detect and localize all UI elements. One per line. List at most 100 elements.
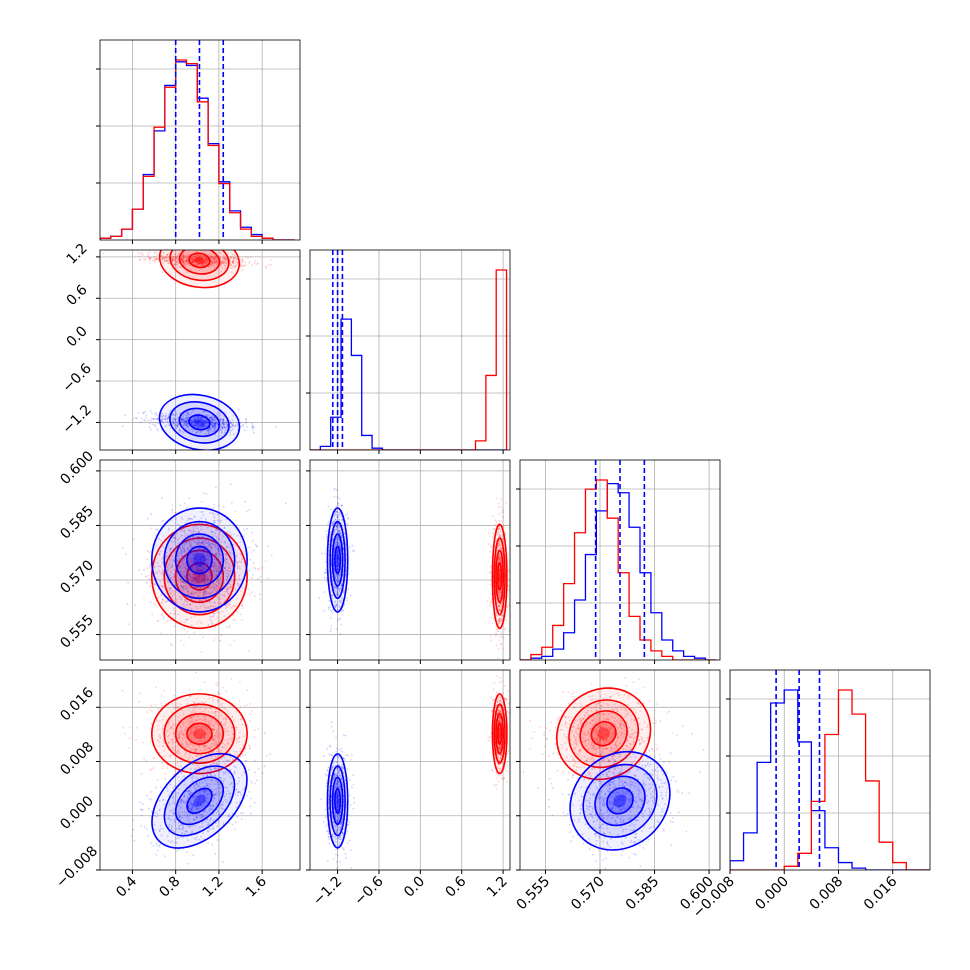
scatter-point (156, 417, 159, 420)
scatter-point (215, 590, 218, 593)
scatter-point (216, 588, 219, 590)
scatter-point (212, 257, 215, 260)
scatter-point (498, 605, 501, 607)
scatter-point (182, 263, 185, 266)
scatter-point (194, 420, 196, 423)
scatter-point (489, 550, 491, 553)
scatter-point (199, 260, 202, 262)
scatter-point (173, 410, 176, 412)
scatter-point (224, 562, 227, 564)
scatter-point (224, 570, 226, 573)
scatter-point (499, 534, 501, 537)
scatter-point (215, 584, 218, 587)
scatter-point (177, 422, 180, 425)
scatter-point (208, 512, 211, 514)
density-contour (498, 569, 501, 584)
scatter-point (202, 578, 205, 581)
scatter-point (182, 581, 185, 583)
scatter-point (199, 538, 201, 541)
scatter-point (203, 540, 205, 543)
scatter-point (330, 610, 332, 612)
scatter-point (214, 567, 216, 569)
scatter-point (321, 552, 323, 555)
scatter-point (196, 254, 199, 257)
scatter-point (210, 586, 213, 589)
scatter-point (214, 424, 217, 427)
scatter-point (214, 573, 216, 576)
scatter-point (179, 529, 181, 531)
scatter-point (229, 603, 232, 605)
scatter-point (210, 263, 212, 266)
scatter-point (224, 258, 227, 260)
scatter-point (197, 580, 199, 583)
scatter-point (151, 767, 154, 770)
scatter-point (218, 582, 220, 585)
scatter-point (224, 426, 227, 429)
scatter-point (206, 429, 209, 432)
scatter-point (219, 427, 222, 430)
scatter-point (201, 553, 204, 555)
scatter-point (198, 256, 201, 258)
scatter-point (184, 563, 186, 566)
scatter-point (238, 583, 241, 586)
scatter-point (210, 256, 213, 259)
scatter-point (161, 586, 164, 589)
scatter-point (200, 525, 203, 527)
scatter-point (212, 255, 215, 258)
scatter-point (193, 422, 196, 425)
scatter-point (498, 540, 500, 542)
scatter-point (227, 593, 230, 595)
scatter-point (171, 510, 173, 513)
scatter-point (223, 567, 226, 569)
scatter-point (224, 431, 227, 433)
scatter-point (223, 595, 226, 598)
scatter-point (214, 605, 217, 608)
scatter-point (191, 539, 194, 542)
scatter-point (254, 729, 256, 731)
scatter-point (498, 573, 501, 576)
scatter-point (489, 635, 492, 638)
scatter-point (213, 416, 216, 419)
scatter-point (175, 257, 177, 260)
scatter-point (236, 597, 239, 600)
panel-plot-area (100, 40, 300, 240)
scatter-point (498, 576, 501, 579)
scatter-point (192, 530, 195, 532)
scatter-point (197, 563, 200, 566)
scatter-point (145, 575, 147, 578)
panel-frame (99, 459, 301, 661)
scatter-point (190, 258, 193, 261)
scatter-point (169, 560, 172, 563)
scatter-point (150, 417, 153, 420)
scatter-point (197, 416, 200, 419)
scatter-point (223, 422, 226, 425)
scatter-point (212, 430, 215, 432)
scatter-point (206, 257, 208, 260)
scatter-point (165, 256, 167, 259)
scatter-point (211, 255, 214, 258)
panel-plot-area (100, 250, 300, 450)
scatter-point (232, 533, 235, 536)
scatter-point (184, 421, 187, 424)
scatter-point (204, 259, 206, 261)
scatter-point (174, 263, 177, 266)
scatter-point (241, 261, 244, 263)
scatter-point (229, 585, 232, 588)
scatter-point (154, 259, 157, 261)
scatter-point (192, 577, 194, 580)
scatter-point (192, 593, 194, 596)
scatter-point (222, 258, 225, 261)
scatter-point (150, 428, 152, 431)
scatter-point (198, 255, 200, 257)
scatter-point (191, 558, 194, 561)
scatter-point (198, 420, 201, 422)
scatter-point (214, 516, 216, 519)
scatter-point (168, 574, 171, 577)
scatter-point (174, 612, 177, 614)
scatter-point (198, 543, 201, 546)
scatter-point (187, 262, 190, 264)
scatter-point (501, 511, 504, 514)
scatter-point (170, 577, 172, 580)
scatter-point (219, 252, 222, 255)
scatter-point (192, 535, 194, 538)
